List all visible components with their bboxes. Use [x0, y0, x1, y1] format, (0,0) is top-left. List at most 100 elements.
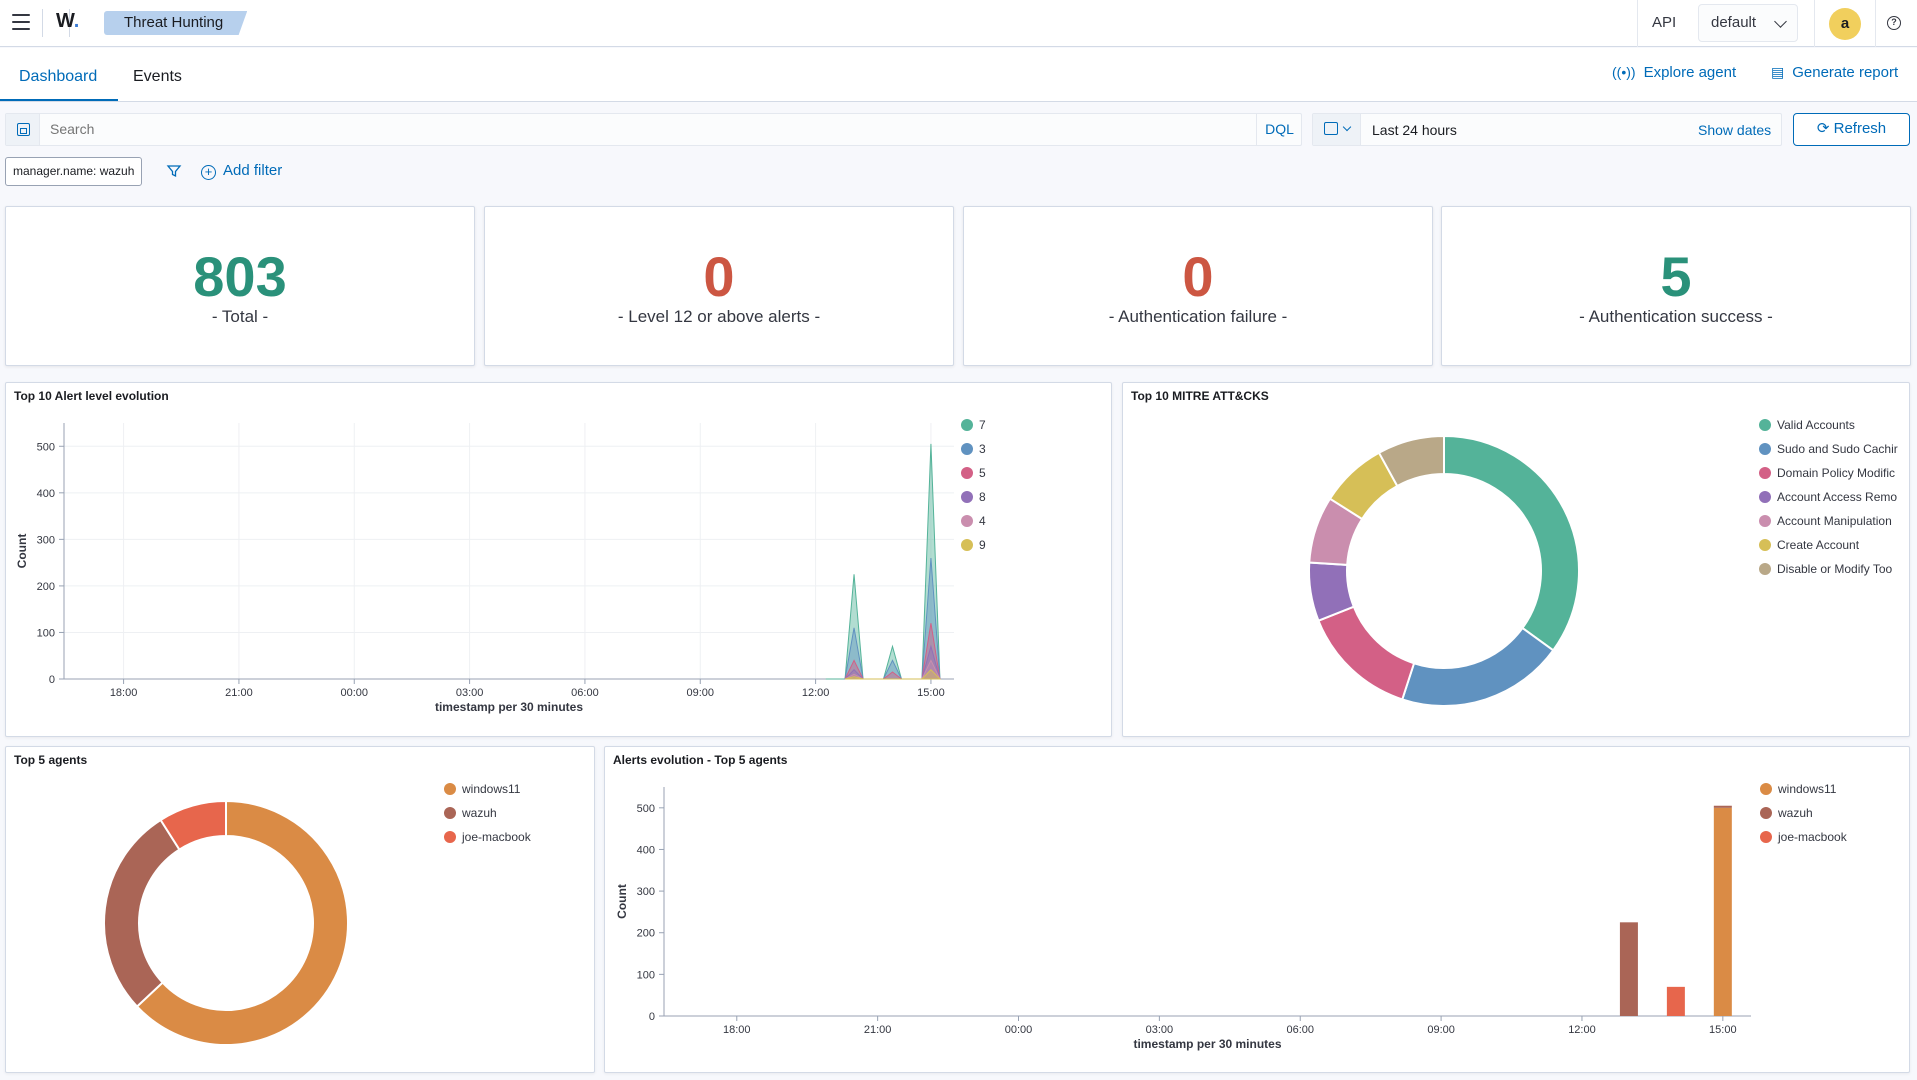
stat-value[interactable]: 5	[1660, 245, 1692, 308]
legend-item[interactable]: 9	[961, 537, 986, 561]
stat-label: - Total -	[211, 307, 269, 326]
breadcrumb-threat-hunting[interactable]: Threat Hunting	[104, 11, 248, 35]
refresh-icon: ⟳	[1816, 120, 1830, 137]
legend-item[interactable]: windows11	[444, 781, 531, 805]
y-axis-title: Count	[615, 884, 629, 919]
filter-pill-manager-name[interactable]: manager.name: wazuh	[5, 157, 143, 186]
legend-item[interactable]: wazuh	[1760, 805, 1847, 829]
generate-report-button[interactable]: ▤ Generate report	[1771, 64, 1898, 81]
bar-wazuh[interactable]	[1713, 805, 1732, 808]
legend-swatch	[1760, 807, 1772, 819]
legend-label: Domain Policy Modific	[1777, 466, 1896, 480]
tab-dashboard[interactable]: Dashboard	[19, 68, 98, 85]
x-tick-label: 00:00	[340, 687, 368, 699]
legend-item[interactable]: Create Account	[1759, 537, 1904, 561]
legend-item[interactable]: Domain Policy Modific	[1759, 465, 1904, 489]
legend-item[interactable]: Valid Accounts	[1759, 417, 1904, 441]
search-input[interactable]	[50, 121, 950, 137]
legend-item[interactable]: wazuh	[444, 805, 531, 829]
chart-legend: windows11 wazuh joe-macbook	[444, 781, 531, 853]
legend-item[interactable]: Sudo and Sudo Cachir	[1759, 441, 1904, 465]
stat-label: - Level 12 or above alerts -	[617, 307, 821, 326]
panel-title: Top 10 Alert level evolution	[14, 389, 169, 403]
chevron-down-icon	[1342, 122, 1352, 132]
legend-item[interactable]: 8	[961, 489, 986, 513]
alert-level-area-chart[interactable]: 0 100 200 300 400 500 18:00 21:00 00:00 03:00 06:0…	[6, 383, 1113, 738]
legend-label: 9	[979, 538, 986, 552]
chevron-down-icon	[1774, 15, 1787, 28]
legend-item[interactable]: Disable or Modify Too	[1759, 561, 1904, 585]
add-filter-label: Add filter	[223, 162, 283, 179]
header-divider	[1637, 0, 1638, 47]
mitre-donut-chart[interactable]	[1123, 383, 1911, 738]
pie-slice[interactable]	[1317, 605, 1416, 701]
pie-slice[interactable]	[159, 799, 227, 851]
stat-value[interactable]: 0	[703, 245, 735, 308]
y-tick-label: 200	[637, 928, 655, 940]
hamburger-menu-icon[interactable]	[12, 14, 30, 30]
legend-item[interactable]: 4	[961, 513, 986, 537]
x-tick-label: 00:00	[1005, 1024, 1033, 1036]
y-tick-label: 400	[637, 844, 655, 856]
legend-item[interactable]: 3	[961, 441, 986, 465]
bar-joe-macbook[interactable]	[1666, 986, 1685, 1016]
quick-select-button[interactable]	[1313, 114, 1361, 145]
x-tick-label: 09:00	[1427, 1024, 1455, 1036]
x-tick-label: 09:00	[686, 687, 714, 699]
legend-item[interactable]: joe-macbook	[444, 829, 531, 853]
agents-evolution-bar-chart[interactable]: 0 100 200 300 400 500 18:00 21:00 00:00 03:00 06:0…	[605, 747, 1911, 1074]
bar-wazuh[interactable]	[1619, 922, 1638, 1016]
pie-slice[interactable]	[1443, 434, 1580, 652]
x-tick-label: 03:00	[1146, 1024, 1174, 1036]
filter-icon[interactable]	[166, 163, 182, 179]
legend-item[interactable]: windows11	[1760, 781, 1847, 805]
legend-swatch	[961, 419, 973, 431]
help-icon[interactable]: ?	[1887, 16, 1901, 30]
saved-query-button[interactable]	[6, 114, 40, 145]
show-dates-link[interactable]: Show dates	[1698, 122, 1772, 138]
wazuh-logo[interactable]: W.	[56, 10, 79, 33]
y-tick-label: 100	[637, 969, 655, 981]
legend-item[interactable]: 5	[961, 465, 986, 489]
index-pattern-select[interactable]: default	[1698, 4, 1798, 42]
legend-item[interactable]: joe-macbook	[1760, 829, 1847, 853]
legend-label: 3	[979, 442, 986, 456]
legend-label: joe-macbook	[1778, 830, 1847, 844]
date-picker: Last 24 hours Show dates	[1312, 113, 1782, 146]
legend-label: 7	[979, 418, 986, 432]
legend-item[interactable]: Account Access Remo	[1759, 489, 1904, 513]
stat-card-total: 803 - Total -	[5, 206, 475, 366]
pie-slice[interactable]	[103, 818, 181, 1008]
legend-swatch	[1759, 419, 1771, 431]
add-filter-button[interactable]: + Add filter	[201, 162, 282, 180]
refresh-label: Refresh	[1833, 120, 1887, 137]
y-tick-label: 0	[49, 674, 55, 686]
pie-slice[interactable]	[1377, 434, 1445, 488]
legend-item[interactable]: 7	[961, 417, 986, 441]
legend-swatch	[1759, 539, 1771, 551]
top-agents-donut-chart[interactable]	[6, 747, 596, 1074]
tab-events[interactable]: Events	[133, 68, 182, 85]
legend-item[interactable]: Account Manipulation	[1759, 513, 1904, 537]
refresh-button[interactable]: ⟳ Refresh	[1793, 113, 1910, 146]
series-area-5	[844, 623, 941, 680]
dql-toggle[interactable]: DQL	[1256, 114, 1302, 145]
legend-label: Valid Accounts	[1777, 418, 1855, 432]
legend-swatch	[444, 783, 456, 795]
explore-agent-button[interactable]: ((•)) Explore agent	[1612, 64, 1736, 81]
api-link[interactable]: API	[1652, 14, 1677, 31]
pie-slice[interactable]	[135, 799, 349, 1046]
bar-windows11[interactable]	[1713, 807, 1732, 1016]
document-icon: ▤	[1771, 64, 1785, 80]
x-tick-label: 03:00	[456, 687, 484, 699]
legend-swatch	[961, 515, 973, 527]
y-tick-label: 400	[37, 488, 55, 500]
stat-value[interactable]: 0	[1182, 245, 1214, 308]
y-tick-label: 300	[637, 886, 655, 898]
stat-value[interactable]: 803	[193, 245, 287, 308]
date-range-text[interactable]: Last 24 hours	[1372, 122, 1457, 138]
legend-label: joe-macbook	[462, 830, 531, 844]
pie-slice[interactable]	[1401, 626, 1555, 707]
logo-letter: W	[56, 10, 74, 32]
user-avatar[interactable]: a	[1829, 8, 1861, 40]
